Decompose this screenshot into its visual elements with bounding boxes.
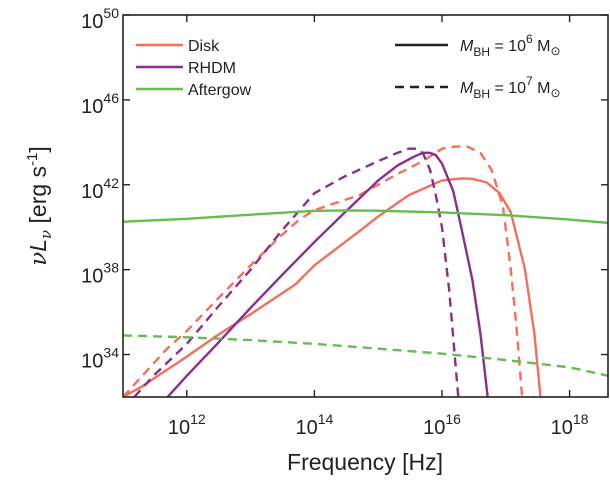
y-label-sub: ν: [37, 230, 55, 239]
y-tick-label: 1050: [81, 5, 119, 33]
series-line-aftergow-1e6: [123, 209, 608, 225]
series-layer: [123, 145, 608, 397]
x-tick-label: 1014: [295, 411, 333, 439]
style-legend-label: MBH = 107 M⊙: [460, 74, 561, 101]
legend-label: RHDM: [188, 60, 236, 77]
y-tick-label: 1034: [81, 345, 119, 373]
legend-label: Disk: [188, 38, 220, 55]
y-label-sup: -1: [24, 153, 41, 166]
y-axis: 1034 1038 1042 1046 1050: [81, 5, 608, 373]
legend: Disk RHDM Aftergow: [136, 38, 252, 99]
x-tick-label: 1018: [551, 411, 589, 439]
style-legend-label: MBH = 106 M⊙: [460, 32, 561, 59]
series-line-disk-1e6: [123, 177, 542, 397]
style-legend: MBH = 106 M⊙ MBH = 107 M⊙: [395, 32, 561, 101]
y-axis-label: νLν [erg s-1]: [24, 146, 55, 266]
y-tick-label: 1046: [81, 90, 119, 118]
x-axis-label: Frequency [Hz]: [287, 449, 443, 475]
x-tick-label: 1012: [168, 411, 206, 439]
series-line-rhdm-1e7: [133, 147, 460, 397]
plot-frame: [122, 14, 609, 398]
y-label-nu: ν: [26, 252, 52, 266]
x-tick-label: 1016: [423, 411, 461, 439]
series-line-aftergow-1e7: [123, 334, 608, 377]
y-tick-label: 1038: [81, 260, 119, 288]
series-line-rhdm-1e6: [166, 151, 489, 397]
x-axis: 1012 1014 1016 1018: [168, 15, 589, 439]
y-tick-label: 1042: [81, 175, 119, 203]
series-line-disk-1e7: [123, 145, 524, 397]
y-label-close: ]: [25, 146, 51, 152]
y-label-l: L: [25, 239, 51, 252]
legend-label: Aftergow: [188, 82, 252, 99]
y-label-units: [erg s: [25, 166, 51, 230]
svg-text:νLν [erg s-1]: νLν [erg s-1]: [24, 146, 55, 266]
